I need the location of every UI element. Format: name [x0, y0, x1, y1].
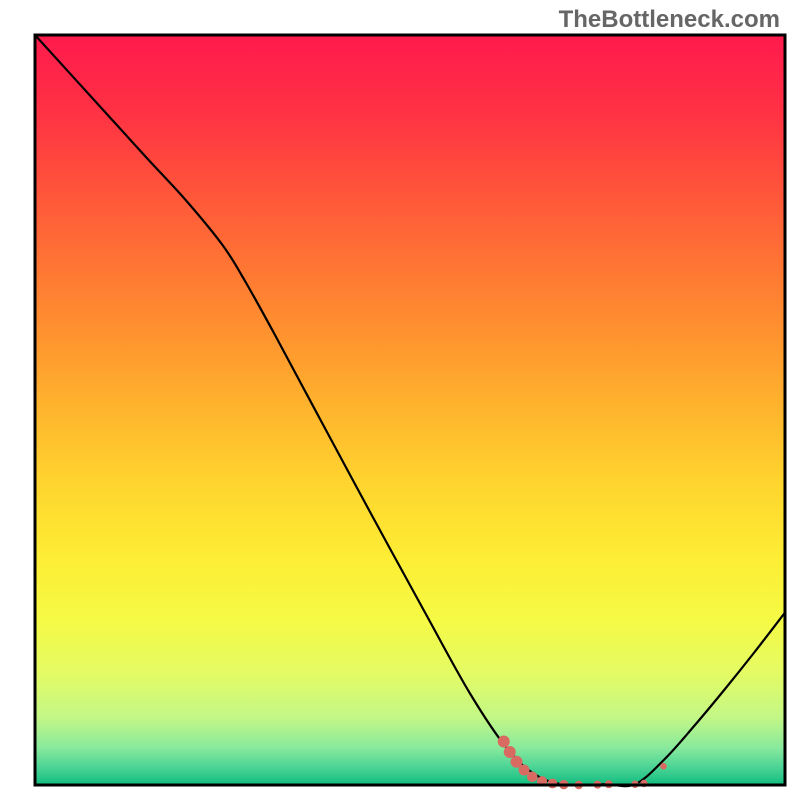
marker-point — [519, 765, 529, 775]
marker-point — [498, 736, 509, 747]
chart-svg — [0, 0, 800, 800]
watermark-label: TheBottleneck.com — [559, 6, 780, 34]
marker-point — [504, 747, 515, 758]
bottleneck-chart: TheBottleneck.com — [0, 0, 800, 800]
marker-point — [527, 772, 537, 782]
marker-point — [661, 763, 667, 769]
plot-background — [35, 35, 785, 785]
marker-point — [511, 756, 522, 767]
